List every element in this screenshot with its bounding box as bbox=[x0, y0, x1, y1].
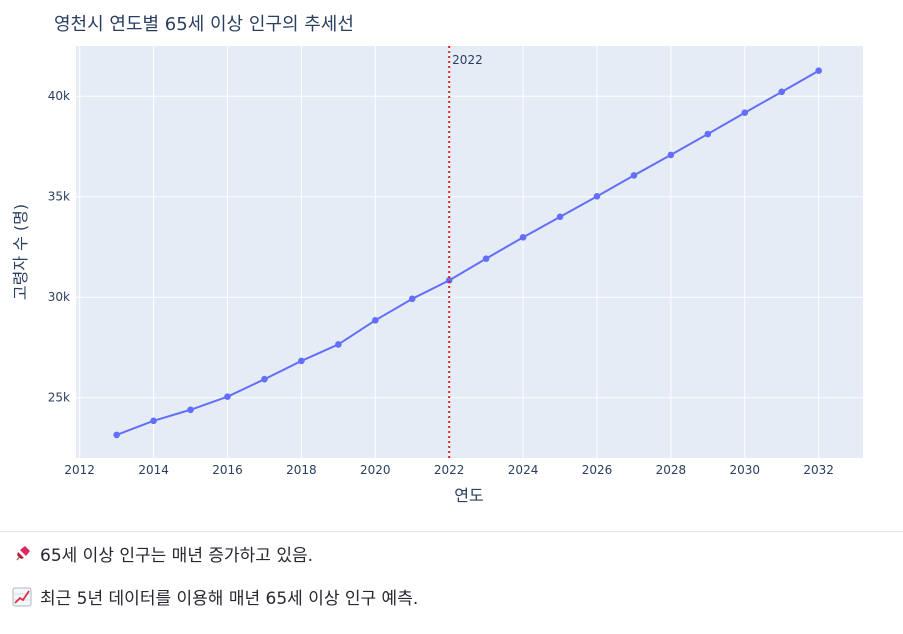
data-point bbox=[519, 234, 527, 241]
reference-line-label: 2022 bbox=[452, 53, 483, 67]
forecast-trend-text: 65세 이상 인구는 매년 증가하고 있음. bbox=[40, 546, 314, 566]
chart-increasing-icon bbox=[12, 587, 32, 606]
y-tick-label: 25k bbox=[48, 391, 70, 405]
data-point bbox=[298, 357, 305, 365]
y-axis-ticks: 25k 30k 35k 40k bbox=[48, 89, 70, 404]
data-point bbox=[224, 393, 231, 401]
grid-lines bbox=[76, 46, 863, 458]
data-point bbox=[815, 67, 822, 75]
x-tick-label: 2028 bbox=[656, 463, 687, 477]
divider bbox=[0, 531, 903, 532]
method-note: 최근 5년 데이터를 이용해 매년 65세 이상 인구 예측. bbox=[12, 584, 418, 609]
data-point bbox=[593, 193, 601, 200]
x-axis-title: 연도 bbox=[454, 486, 483, 505]
forecast-trend-note: 65세 이상 인구는 매년 증가하고 있음. bbox=[12, 541, 313, 566]
x-tick-label: 2026 bbox=[582, 463, 613, 477]
x-tick-label: 2020 bbox=[360, 463, 391, 477]
x-tick-label: 2024 bbox=[508, 463, 539, 477]
reference-line-group: 2022 bbox=[448, 46, 483, 458]
y-tick-label: 35k bbox=[48, 190, 70, 204]
x-tick-label: 2018 bbox=[286, 463, 317, 477]
data-point bbox=[667, 151, 675, 159]
data-point bbox=[150, 417, 157, 425]
x-tick-label: 2022 bbox=[434, 463, 465, 477]
data-point bbox=[335, 341, 342, 348]
data-point bbox=[741, 109, 749, 117]
data-point bbox=[704, 130, 712, 138]
x-tick-label: 2014 bbox=[138, 463, 169, 477]
data-point bbox=[261, 375, 268, 383]
trend-chart: 영천시 연도별 65세 이상 인구의 추세선 2022 2012 2014 2016… bbox=[11, 14, 863, 505]
chart-title: 영천시 연도별 65세 이상 인구의 추세선 bbox=[54, 14, 354, 35]
x-axis-ticks: 2012 2014 2016 2018 2020 2022 2024 2026 2028 2030… bbox=[64, 463, 834, 477]
pushpin-icon bbox=[16, 545, 30, 560]
method-text: 최근 5년 데이터를 이용해 매년 65세 이상 인구 예측. bbox=[40, 589, 419, 609]
x-tick-label: 2012 bbox=[64, 463, 95, 477]
data-point bbox=[630, 172, 638, 179]
data-point bbox=[482, 255, 490, 262]
series-layer bbox=[113, 67, 822, 439]
x-tick-label: 2030 bbox=[729, 463, 760, 477]
data-point bbox=[408, 295, 416, 303]
y-tick-label: 40k bbox=[48, 89, 70, 103]
data-point bbox=[445, 277, 453, 284]
data-point bbox=[113, 431, 120, 439]
series-line bbox=[116, 69, 820, 436]
chart-svg: 영천시 연도별 65세 이상 인구의 추세선 2022 2012 2014 2016… bbox=[11, 14, 863, 505]
data-point bbox=[556, 213, 564, 221]
x-tick-label: 2032 bbox=[803, 463, 834, 477]
y-axis-title: 고령자 수 (명) bbox=[11, 204, 30, 300]
data-point bbox=[187, 406, 194, 414]
data-point bbox=[778, 88, 786, 96]
y-tick-label: 30k bbox=[48, 290, 70, 304]
data-point bbox=[371, 317, 379, 324]
plot-area bbox=[76, 46, 863, 458]
x-tick-label: 2016 bbox=[212, 463, 243, 477]
